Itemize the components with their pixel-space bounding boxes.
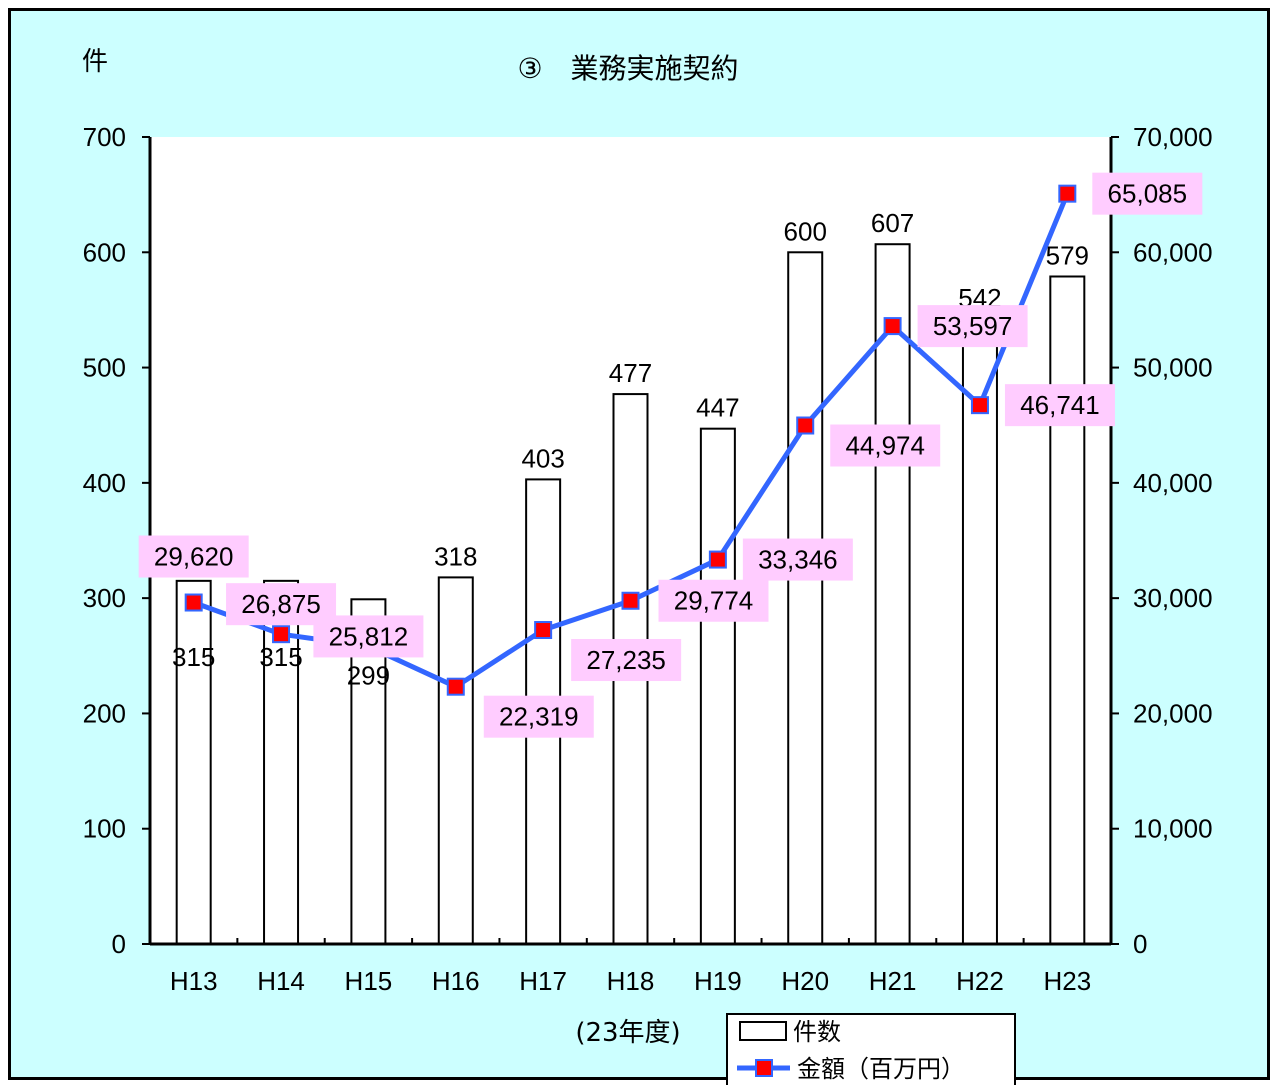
amount-marker-H19: [708, 550, 727, 569]
x-tick-label: H17: [519, 966, 567, 996]
amount-marker-H14: [272, 625, 291, 644]
y-right-tick-label: 70,000: [1133, 122, 1213, 152]
amount-value-label: 46,741: [1020, 390, 1100, 420]
amount-label-box: [1092, 172, 1203, 215]
y-right-tick-label: 30,000: [1133, 583, 1213, 613]
y-left-tick-label: 700: [83, 122, 126, 152]
bar-value-label: 447: [696, 393, 739, 423]
bar-value-label: 607: [871, 208, 914, 238]
legend-marker-swatch: [755, 1059, 773, 1077]
bar-H13: [175, 579, 212, 945]
x-tick-label: H20: [781, 966, 829, 996]
legend-bar-swatch: [739, 1021, 787, 1041]
bar-H19: [699, 427, 736, 945]
amount-value-label: 22,319: [499, 702, 579, 732]
legend-line-label: 金額（百万円）: [797, 1055, 965, 1083]
x-tick-label: H22: [956, 966, 1004, 996]
bar-value-label: 579: [1046, 240, 1089, 270]
x-tick-label: H13: [170, 966, 218, 996]
bar-value-label: 299: [347, 660, 390, 690]
x-tick-label: H21: [869, 966, 917, 996]
y-right-tick-label: 0: [1133, 929, 1147, 959]
y-right-tick-label: 10,000: [1133, 814, 1213, 844]
y-left-unit-label: 件: [82, 47, 108, 77]
legend: 件数 金額（百万円）: [726, 1013, 1016, 1085]
x-tick-label: H18: [607, 966, 655, 996]
amount-value-label: 29,620: [154, 542, 234, 572]
amount-value-label: 33,346: [758, 545, 838, 575]
x-axis-note: (23年度): [575, 1018, 680, 1048]
x-tick-label: H23: [1043, 966, 1091, 996]
amount-label-box: [313, 615, 424, 658]
amount-marker-H16: [446, 677, 465, 696]
amount-marker-H22: [970, 396, 989, 415]
bar-value-label: 600: [784, 216, 827, 246]
chart-title: ③ 業務実施契約: [517, 52, 738, 85]
amount-marker-H23: [1058, 184, 1077, 203]
amount-value-label: 25,812: [329, 621, 409, 651]
amount-label-box: [917, 305, 1028, 348]
amount-value-label: 65,085: [1108, 179, 1188, 209]
y-right-tick-label: 50,000: [1133, 353, 1213, 383]
legend-bar-label: 件数: [793, 1018, 841, 1046]
y-left-tick-label: 500: [83, 353, 126, 383]
amount-label-box: [1004, 384, 1115, 427]
y-right-tick-label: 20,000: [1133, 698, 1213, 728]
amount-label-box: [742, 538, 853, 581]
amount-value-label: 26,875: [241, 589, 321, 619]
bar-value-label: 318: [434, 541, 477, 571]
y-right-tick-label: 40,000: [1133, 468, 1213, 498]
amount-marker-H18: [621, 591, 640, 610]
amount-label-box: [138, 535, 249, 578]
amount-marker-H21: [883, 317, 902, 336]
amount-value-label: 44,974: [845, 431, 925, 461]
y-left-tick-label: 400: [83, 468, 126, 498]
bar-value-label: 315: [172, 642, 215, 672]
amount-marker-H20: [796, 416, 815, 435]
amount-value-label: 29,774: [674, 586, 754, 616]
amount-label-box: [483, 695, 594, 738]
bar-H23: [1049, 275, 1086, 945]
bar-H20: [787, 251, 824, 946]
x-tick-label: H15: [345, 966, 393, 996]
bar-value-label: 403: [521, 443, 564, 473]
y-left-tick-label: 300: [83, 583, 126, 613]
y-left-tick-label: 100: [83, 814, 126, 844]
bar-H21: [874, 243, 911, 946]
amount-marker-H17: [534, 621, 553, 640]
y-left-tick-label: 200: [83, 698, 126, 728]
bar-value-label: 477: [609, 358, 652, 388]
amount-label-box: [571, 639, 682, 682]
x-tick-label: H14: [257, 966, 305, 996]
amount-label-box: [830, 424, 941, 467]
amount-value-label: 27,235: [586, 645, 666, 675]
amount-marker-H13: [184, 593, 203, 612]
bar-value-label: 315: [259, 642, 302, 672]
bar-H16: [437, 576, 474, 945]
amount-value-label: 53,597: [933, 311, 1013, 341]
x-tick-label: H16: [432, 966, 480, 996]
y-right-tick-label: 60,000: [1133, 237, 1213, 267]
x-tick-label: H19: [694, 966, 742, 996]
y-left-tick-label: 0: [112, 929, 126, 959]
y-left-tick-label: 600: [83, 237, 126, 267]
amount-label-box: [658, 579, 769, 622]
